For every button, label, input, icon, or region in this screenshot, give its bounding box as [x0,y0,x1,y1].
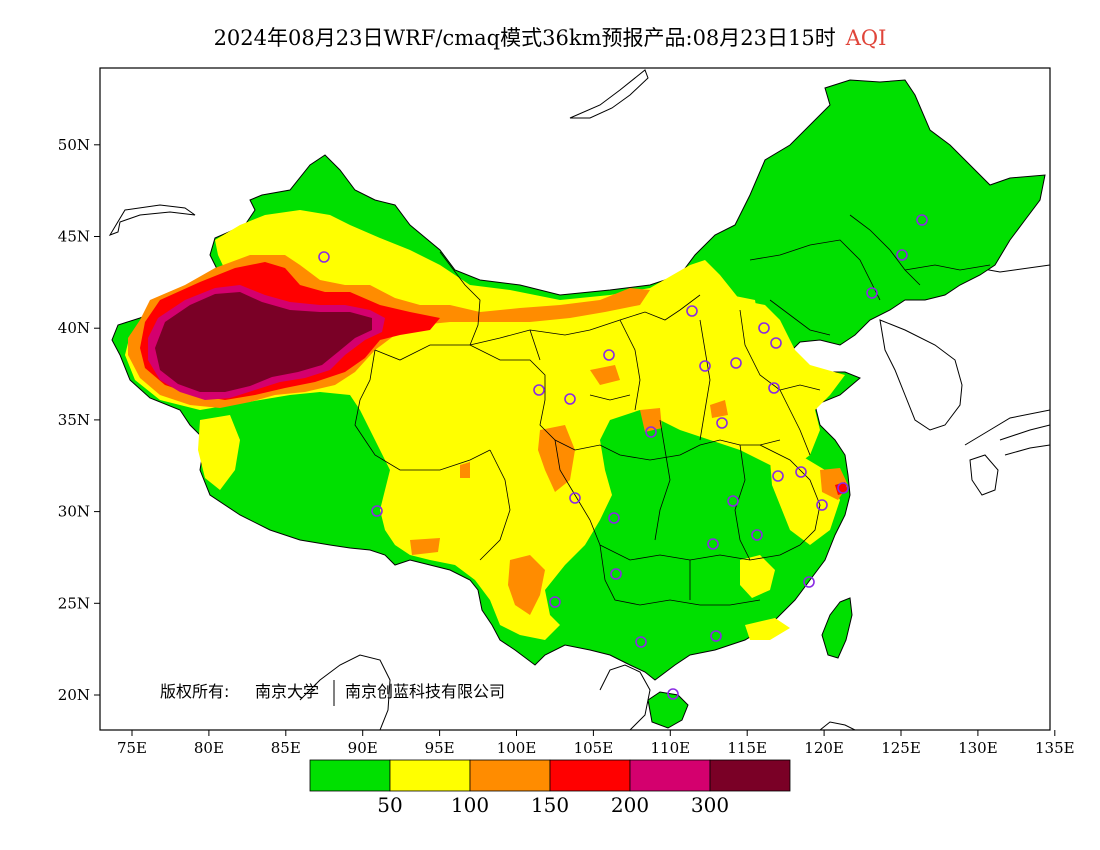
lon-tick-label: 110E [651,739,691,757]
colorbar-threshold-label: 300 [691,793,729,817]
lat-tick-label: 40N [58,319,90,337]
map-title: 2024年08月23日WRF/cmaq模式36km预报产品:08月23日15时 A… [0,22,1100,52]
lon-tick-label: 85E [271,739,301,757]
station-marker [716,417,728,429]
colorbar-threshold-label: 50 [377,793,402,817]
colorbar-swatch [389,759,471,792]
lon-tick-label: 125E [881,739,921,757]
lat-tick-label: 20N [58,686,90,704]
station-marker [727,495,739,507]
lon-tick-label: 130E [958,739,998,757]
colorbar-swatch [629,759,711,792]
station-marker [564,393,576,405]
lat-tick-label: 35N [58,411,90,429]
colorbar-swatch [549,759,631,792]
lat-tick-label: 30N [58,503,90,521]
station-marker [816,499,828,511]
station-marker [772,470,784,482]
taiwan-island [821,597,853,659]
copyright-notice: 版权所有: 南京大学 南京创蓝科技有限公司 [160,680,505,706]
station-marker [730,357,742,369]
station-marker [608,512,620,524]
station-marker [803,576,815,588]
colorbar-swatch [309,759,391,792]
title-text: 2024年08月23日WRF/cmaq模式36km预报产品:08月23日15时 [213,26,836,50]
credit-org-nju: 南京大学 [255,682,319,701]
station-marker [751,529,763,541]
station-marker [707,538,719,550]
city-station-markers [318,214,928,700]
lon-tick-label: 80E [194,739,224,757]
lat-tick-label: 50N [58,136,90,154]
station-marker [699,360,711,372]
station-marker [686,305,698,317]
lon-tick-label: 115E [727,739,767,757]
station-marker [667,688,679,700]
station-marker [795,466,807,478]
station-marker [569,492,581,504]
lon-tick-label: 100E [497,739,537,757]
lat-tick-label: 45N [58,228,90,246]
province-boundaries [354,214,991,606]
lon-tick-label: 120E [804,739,844,757]
lon-tick-label: 95E [425,739,455,757]
colorbar-threshold-label: 150 [531,793,569,817]
aqi-colorbar: 50 100 150 200 300 [309,759,791,817]
station-marker [533,384,545,396]
colorbar-threshold-label: 100 [451,793,489,817]
lon-tick-label: 75E [117,739,147,757]
longitude-axis: 75E 80E 85E 90E 95E 100E 105E 110E 115E 120E 125E 1… [117,730,1075,757]
lon-tick-label: 105E [574,739,614,757]
station-marker [768,382,780,394]
station-marker [710,630,722,642]
lat-tick-label: 25N [58,594,90,612]
station-marker [318,251,330,263]
colorbar-swatch [469,759,551,792]
lon-tick-label: 90E [348,739,378,757]
station-marker [549,596,561,608]
pollutant-label: AQI [845,26,887,50]
station-marker [603,349,615,361]
station-marker [866,287,878,299]
credit-prefix: 版权所有: [160,682,229,701]
latitude-axis: 20N 25N 30N 35N 40N 45N 50N [58,136,100,704]
station-marker [610,568,622,580]
colorbar-threshold-label: 200 [611,793,649,817]
map-content: 版权所有: 南京大学 南京创蓝科技有限公司 [108,69,1050,730]
credit-org-chuanglan: 南京创蓝科技有限公司 [345,682,505,701]
hainan-island [647,691,689,729]
aqi-band-maroon [155,292,372,392]
station-marker [916,214,928,226]
station-marker [635,636,647,648]
station-marker [770,337,782,349]
station-marker [645,426,657,438]
lon-tick-label: 135E [1035,739,1075,757]
station-marker [371,505,383,517]
station-marker [837,482,849,494]
colorbar-swatch [709,759,791,792]
station-marker [758,322,770,334]
station-marker [896,249,908,261]
